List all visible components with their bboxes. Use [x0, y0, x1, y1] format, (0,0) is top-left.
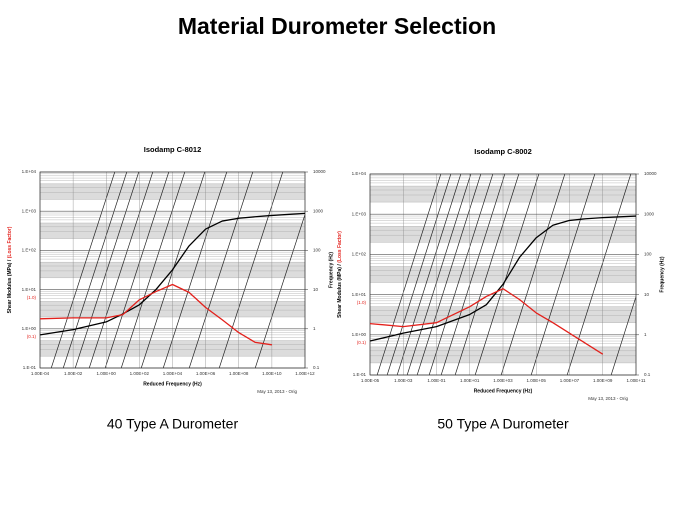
slide-title: Material Durometer Selection [178, 13, 496, 39]
y2-tick-label: 1 [644, 332, 647, 337]
loss-tick-label: (1.0) [357, 300, 367, 305]
isotherm [416, 174, 482, 375]
x-tick-label: 1.00E+03 [493, 378, 513, 383]
y-tick-label: 1.E+02 [352, 252, 367, 257]
isotherm [428, 174, 494, 375]
x-tick-label: 1.00E+12 [295, 371, 315, 376]
y2-tick-label: 10000 [313, 169, 326, 174]
x-tick-label: 1.00E+09 [593, 378, 613, 383]
isotherm [440, 174, 506, 375]
x-tick-label: 1.00E-04 [31, 371, 50, 376]
x-tick-label: 1.00E+04 [163, 371, 183, 376]
x-tick-label: 1.00E+11 [626, 378, 646, 383]
isotherm [188, 172, 254, 368]
isotherm [104, 172, 170, 368]
x-tick-label: 1.00E+05 [527, 378, 547, 383]
y-tick-label: 1.E+01 [22, 287, 37, 292]
date-note: May 13, 2013 - Orig [588, 396, 628, 401]
plot-frame [39, 171, 306, 369]
isotherms [376, 174, 636, 375]
x-tick-label: 1.00E-03 [394, 378, 413, 383]
y-label-modulus: Shear Modulus (MPa) / [337, 264, 343, 318]
isotherm [406, 174, 472, 375]
isotherm [610, 295, 636, 375]
chart-caption: 50 Type A Durometer [437, 416, 569, 432]
isotherm [386, 174, 452, 375]
isotherm [74, 172, 140, 368]
plot-frame [369, 173, 637, 376]
isotherm [500, 174, 566, 375]
y-tick-label: 1.E+04 [352, 171, 367, 176]
isotherm [474, 174, 540, 375]
y2-axis-label: Frequency (Hz) [659, 256, 665, 292]
y2-tick-label: 100 [644, 252, 652, 257]
series-line [369, 215, 637, 342]
chart-caption: 40 Type A Durometer [107, 416, 239, 432]
y2-tick-label: 10000 [644, 171, 657, 176]
y-tick-label: 1.E+04 [22, 169, 37, 174]
x-tick-label: 1.00E-05 [361, 378, 380, 383]
isotherm [396, 174, 462, 375]
y-label-modulus: Shear Modulus (MPa) / [7, 259, 13, 313]
y-axis-label: Shear Modulus (MPa) /(Loss Factor) [337, 231, 343, 318]
x-axis-label: Reduced Frequency (Hz) [143, 381, 202, 387]
y-axis-label: Shear Modulus (MPa) /(Loss Factor) [7, 226, 13, 313]
y-tick-label: 1.E+03 [352, 211, 367, 216]
y2-tick-label: 10 [313, 287, 319, 292]
isotherm [530, 174, 596, 375]
y2-axis-label: Frequency (Hz) [328, 252, 334, 288]
x-tick-label: 1.00E+02 [130, 371, 150, 376]
isotherm [376, 174, 442, 375]
isotherm [62, 172, 128, 368]
series-line [39, 212, 306, 336]
y2-tick-label: 100 [313, 248, 321, 253]
y-tick-label: 1.E+00 [22, 326, 37, 331]
y-tick-label: 1.E-01 [23, 365, 37, 370]
date-note: May 13, 2013 - Orig [257, 389, 297, 394]
y2-tick-label: 10 [644, 292, 650, 297]
y2-tick-label: 1 [313, 326, 316, 331]
isotherm [88, 172, 154, 368]
y-label-loss: (Loss Factor) [7, 226, 13, 258]
y2-tick-label: 0.1 [313, 365, 320, 370]
x-tick-label: 1.00E+07 [560, 378, 580, 383]
y-tick-label: 1.E+02 [22, 248, 37, 253]
y-tick-label: 1.E+00 [352, 332, 367, 337]
series-line [39, 283, 272, 346]
y2-tick-label: 1000 [644, 211, 655, 216]
x-tick-label: 1.00E+06 [196, 371, 216, 376]
loss-tick-label: (0.1) [357, 340, 367, 345]
y2-tick-label: 0.1 [644, 372, 651, 377]
isotherm [218, 172, 284, 368]
y-tick-label: 1.E+01 [352, 292, 367, 297]
loss-tick-label: (0.1) [27, 334, 37, 339]
x-axis-label: Reduced Frequency (Hz) [474, 388, 533, 394]
y2-tick-label: 1000 [313, 208, 324, 213]
y-tick-label: 1.E-01 [353, 372, 367, 377]
x-tick-label: 1.00E-02 [64, 371, 83, 376]
x-tick-label: 1.00E+08 [229, 371, 249, 376]
y-label-loss: (Loss Factor) [337, 231, 343, 263]
x-tick-label: 1.00E+10 [262, 371, 282, 376]
isotherm [454, 174, 520, 375]
x-tick-label: 1.00E+01 [460, 378, 480, 383]
chart-title: Isodamp C-8012 [144, 145, 202, 154]
isotherm [162, 172, 228, 368]
series-line [369, 288, 604, 355]
isotherm [566, 174, 632, 375]
x-tick-label: 1.00E-01 [427, 378, 446, 383]
loss-tick-label: (1.0) [27, 295, 37, 300]
isotherm [254, 213, 305, 368]
y-tick-label: 1.E+03 [22, 208, 37, 213]
isotherm [120, 172, 186, 368]
x-tick-label: 1.00E+00 [97, 371, 117, 376]
chart-title: Isodamp C-8002 [474, 147, 532, 156]
isotherms [50, 172, 305, 368]
